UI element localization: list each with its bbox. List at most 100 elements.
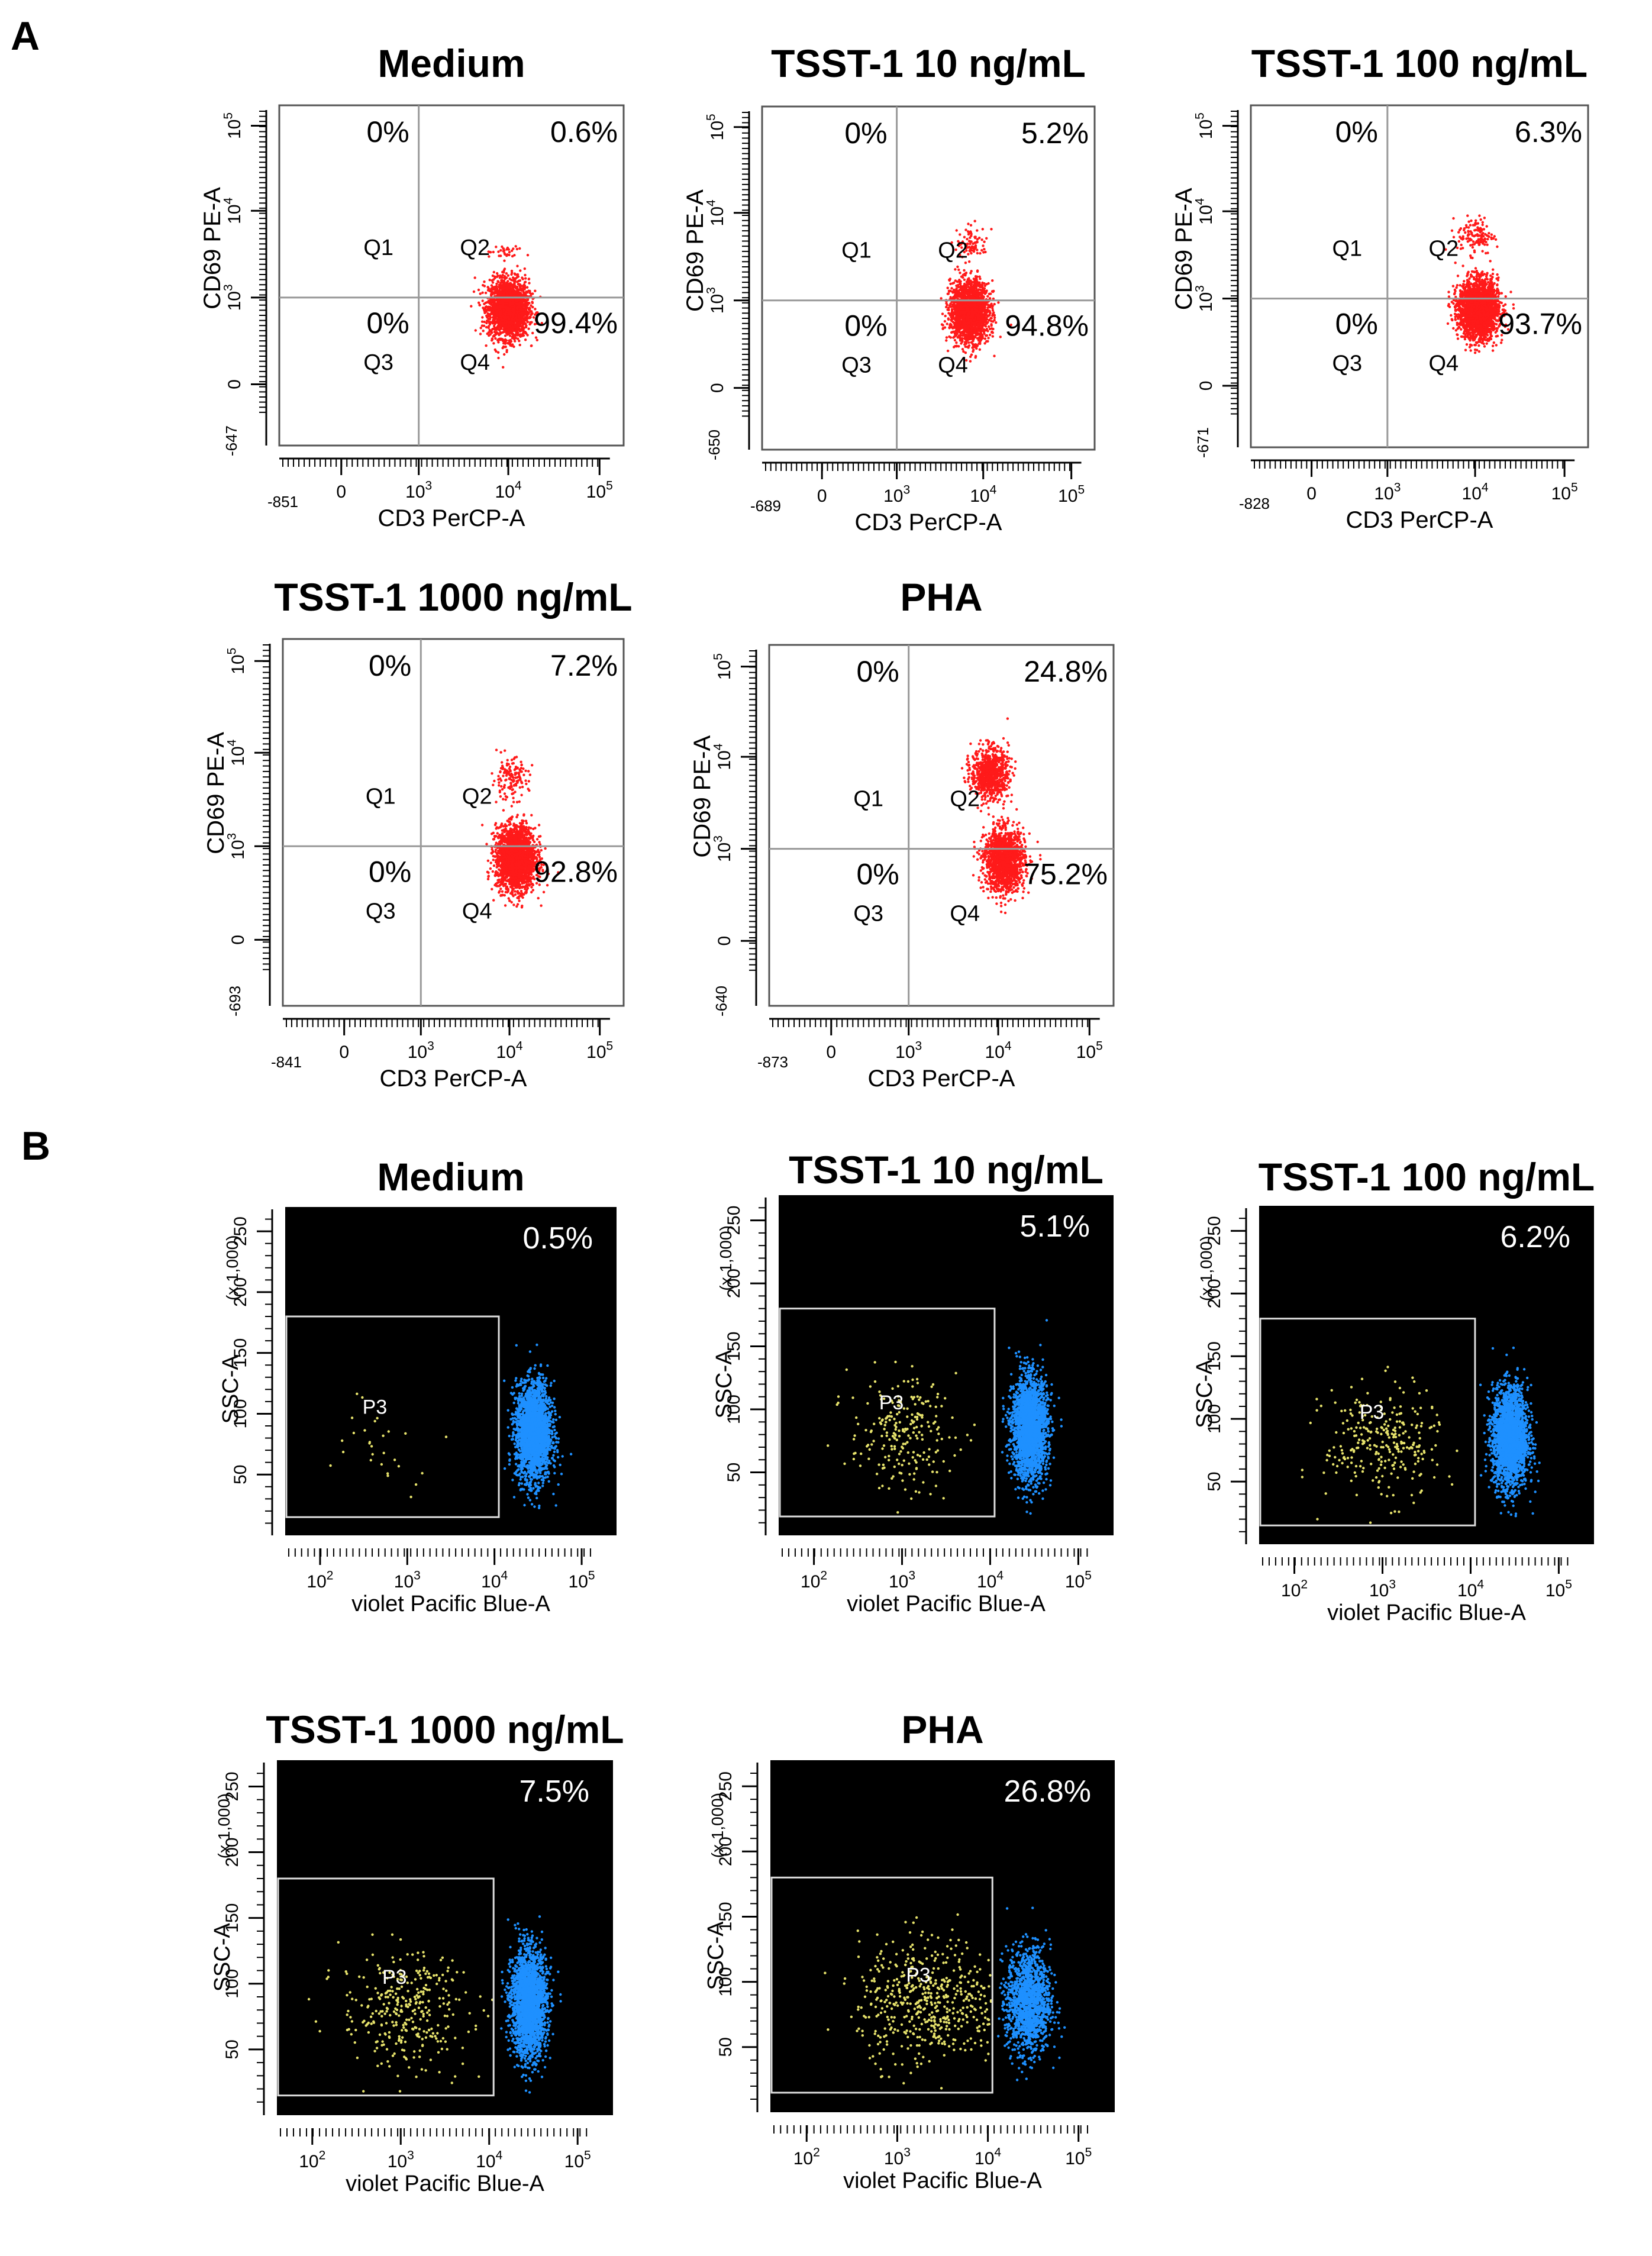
event-dot [504,338,506,341]
event-dot [524,274,526,276]
event-dot [530,304,532,306]
event-dot [521,276,523,279]
event-dot [964,228,967,231]
event-dot [493,304,496,306]
event-dot [988,325,990,328]
event-dot [516,324,518,327]
event-dot [498,306,500,308]
event-dot [501,347,504,349]
event-dot [505,272,508,275]
event-dot [951,282,954,285]
event-dot [956,301,958,304]
event-dot [969,305,972,308]
event-dot [501,319,503,321]
event-dot [967,346,970,348]
event-dot [945,339,947,341]
event-dot [972,340,974,342]
event-dot [964,338,967,340]
event-dot [969,243,971,245]
event-dot [488,327,490,329]
event-dot [979,302,981,304]
event-dot [491,287,493,289]
event-dot [495,311,498,314]
event-dot [972,345,975,347]
event-dot [972,338,975,340]
event-dot [521,306,524,308]
event-dot [945,306,947,308]
event-dot [515,294,518,296]
event-dot [502,274,504,276]
event-dot [983,333,985,335]
event-dot [510,284,512,286]
event-dot [960,292,963,294]
y-axis-label: CD69 PE-A [199,187,225,309]
event-dot [983,313,985,315]
event-dot [518,292,520,295]
event-dot [990,331,993,334]
event-dot [963,285,965,287]
event-dot [483,321,486,323]
event-dot [980,238,983,241]
event-dot [497,280,499,283]
event-dot [944,315,947,317]
event-dot [973,250,975,253]
event-dot [523,331,525,334]
event-dot [948,290,950,292]
event-dot [959,304,961,306]
event-dot [972,315,974,318]
event-dot [504,302,506,305]
event-dot [511,250,513,252]
event-dot [492,300,495,302]
q3-name: Q3 [363,350,393,375]
event-dot [519,344,521,346]
event-dot [511,270,513,272]
event-dot [975,285,977,288]
event-dot [488,320,490,322]
event-dot [967,232,970,234]
event-dot [959,289,961,291]
event-dot [514,317,517,319]
event-dot [957,306,959,308]
event-dot [986,330,989,332]
event-dot [498,254,500,257]
x-min-label: -689 [750,497,781,515]
event-dot [955,341,957,344]
event-dot [948,279,950,281]
event-dot [992,335,994,337]
event-dot [473,291,475,293]
event-dot [513,254,515,256]
event-dot [961,337,963,340]
event-dot [528,278,530,280]
x-tick-label: 105 [586,479,613,502]
event-dot [967,277,970,279]
event-dot [524,267,526,270]
event-dot [495,246,497,248]
event-dot [979,277,981,280]
event-dot [983,241,985,243]
event-dot [505,321,508,324]
event-dot [485,315,488,317]
event-dot [964,289,967,291]
event-dot [983,319,985,322]
event-dot [974,331,976,333]
event-dot [504,316,506,318]
event-dot [479,292,482,295]
event-dot [496,319,499,322]
event-dot [957,286,960,288]
event-dot [493,275,496,277]
event-dot [982,251,985,253]
event-dot [490,330,492,332]
event-dot [989,306,991,308]
event-dot [506,329,509,331]
event-dot [528,282,530,284]
event-dot [974,220,976,222]
event-dot [985,309,987,312]
event-dot [957,269,960,271]
event-dot [511,289,514,291]
event-dot [953,322,956,325]
event-dot [956,295,959,298]
panel-a-label: A [11,13,40,59]
event-dot [504,253,506,256]
event-dot [507,291,509,293]
event-dot [499,324,501,326]
